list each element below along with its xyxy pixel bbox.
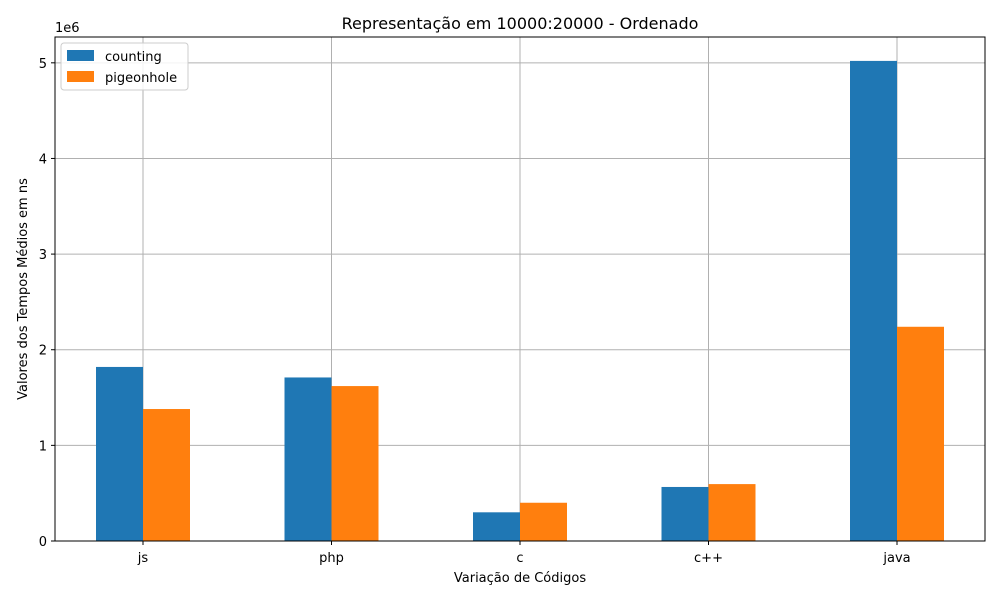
legend-swatch-counting: [67, 50, 94, 61]
y-offset-label: 1e6: [55, 21, 80, 36]
y-tick-label: 0: [39, 535, 47, 550]
legend-swatch-pigeonhole: [67, 71, 94, 82]
x-tick-label: php: [319, 551, 344, 566]
y-tick-label: 3: [39, 248, 47, 263]
x-ticks: js php c c++ java: [137, 541, 911, 566]
y-tick-label: 1: [39, 439, 47, 454]
bar-counting-c: [473, 512, 520, 541]
grid: [55, 37, 985, 542]
bar-counting-js: [96, 366, 143, 541]
y-tick-label: 4: [39, 152, 47, 167]
legend-label-counting: counting: [105, 50, 162, 65]
x-axis-label: Variação de Códigos: [454, 571, 586, 586]
bar-pigeonhole-java: [897, 326, 944, 541]
bar-counting-php: [284, 377, 332, 541]
chart-title: Representação em 10000:20000 - Ordenado: [342, 14, 699, 33]
bar-pigeonhole-c++: [708, 484, 756, 541]
x-tick-label: java: [882, 551, 910, 566]
bars: [96, 60, 944, 541]
y-ticks: 0 1 2 3 4 5: [39, 57, 55, 550]
y-axis-label: Valores dos Tempos Médios em ns: [16, 178, 31, 400]
bar-pigeonhole-js: [143, 409, 190, 541]
legend-label-pigeonhole: pigeonhole: [105, 71, 177, 86]
y-tick-label: 2: [39, 344, 47, 359]
y-tick-label: 5: [39, 57, 47, 72]
x-tick-label: js: [137, 551, 149, 566]
bar-pigeonhole-c: [520, 502, 567, 541]
x-tick-label: c: [516, 551, 523, 566]
bar-pigeonhole-php: [331, 386, 379, 541]
x-tick-label: c++: [694, 551, 723, 566]
legend: counting pigeonhole: [60, 42, 189, 91]
bar-counting-java: [850, 60, 897, 541]
bar-counting-c++: [661, 486, 709, 541]
